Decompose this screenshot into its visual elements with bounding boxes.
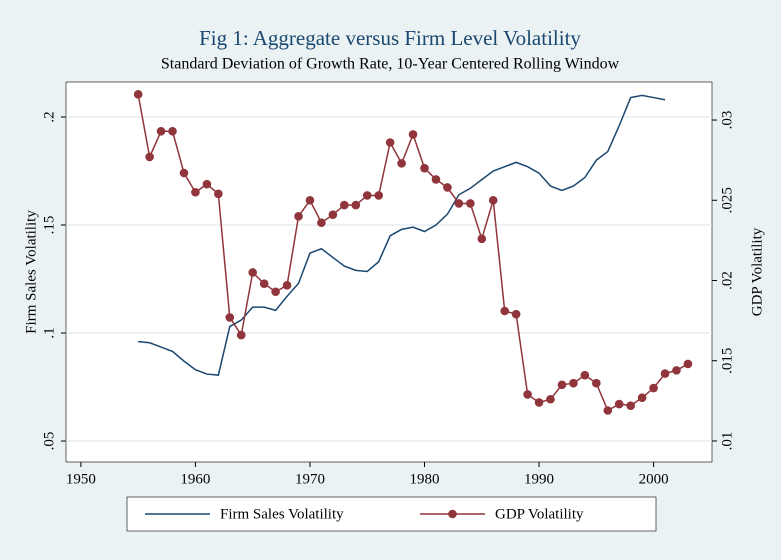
series-marker: [592, 378, 601, 388]
series-marker: [534, 398, 544, 407]
series-marker: [374, 191, 383, 200]
series-marker: [133, 90, 143, 99]
series-marker: [317, 218, 326, 228]
series-marker: [385, 138, 395, 147]
chart-subtitle: Standard Deviation of Growth Rate, 10-Ye…: [161, 56, 620, 73]
series-marker: [179, 168, 189, 178]
y2-axis-label: GDP Volatility: [749, 227, 765, 316]
series-marker: [305, 195, 315, 205]
series-marker: [397, 159, 406, 168]
x-tick-label: 2000: [639, 471, 669, 487]
series-marker: [236, 330, 246, 340]
legend-marker: [448, 509, 457, 519]
series-marker: [431, 175, 441, 184]
y-tick-label: .1: [41, 327, 57, 338]
chart-title: Fig 1: Aggregate versus Firm Level Volat…: [199, 26, 581, 50]
series-marker: [454, 199, 464, 208]
series-marker: [214, 189, 223, 199]
series-marker: [500, 306, 509, 316]
series-marker: [156, 126, 166, 136]
series-marker: [294, 212, 303, 221]
y-tick-label: .2: [41, 111, 57, 122]
y-tick-label: .15: [41, 216, 57, 235]
y-tick-label: .05: [41, 432, 57, 451]
series-marker: [626, 401, 635, 410]
series-marker: [340, 200, 349, 210]
x-tick-label: 1990: [524, 471, 554, 487]
series-marker: [523, 390, 532, 399]
series-marker: [191, 187, 200, 197]
y2-tick-label: .025: [719, 187, 735, 213]
x-tick-label: 1950: [66, 471, 96, 487]
y2-tick-label: .03: [719, 111, 735, 130]
x-tick-label: 1980: [410, 471, 440, 487]
series-line: [138, 94, 666, 376]
series-marker: [580, 370, 590, 380]
series-marker: [614, 399, 624, 409]
series-marker: [672, 366, 681, 375]
series-marker: [362, 191, 372, 200]
series-marker: [603, 406, 613, 415]
series-marker: [557, 380, 567, 390]
series-marker: [282, 281, 292, 290]
series-marker: [683, 359, 693, 369]
series-marker: [351, 200, 361, 210]
series-marker: [271, 287, 280, 297]
series-marker: [420, 163, 429, 173]
y2-tick-label: .02: [719, 271, 735, 290]
series-marker: [637, 393, 647, 402]
legend: [126, 496, 657, 532]
series-marker: [569, 378, 578, 388]
y-axis-label: Firm Sales Volatility: [23, 210, 39, 334]
legend-label: GDP Volatility: [495, 506, 584, 522]
series-marker: [649, 383, 658, 393]
series-marker: [511, 309, 521, 319]
legend-label: Firm Sales Volatility: [220, 506, 344, 522]
y2-tick-label: .01: [719, 432, 735, 451]
series-marker: [466, 199, 475, 208]
series-marker: [488, 195, 498, 205]
series-marker: [259, 279, 269, 289]
series-marker: [248, 268, 257, 277]
series-marker: [408, 130, 418, 139]
x-tick-label: 1960: [180, 471, 210, 487]
x-tick-label: 1970: [295, 471, 325, 487]
series-marker: [328, 210, 338, 220]
series-marker: [168, 126, 177, 136]
series-marker: [225, 313, 235, 322]
y2-tick-label: .015: [719, 348, 735, 374]
series-marker: [477, 234, 487, 244]
series-marker: [145, 152, 154, 162]
series-marker: [202, 179, 212, 189]
series-marker: [546, 394, 555, 404]
series-marker: [443, 183, 452, 192]
series-marker: [660, 369, 670, 378]
